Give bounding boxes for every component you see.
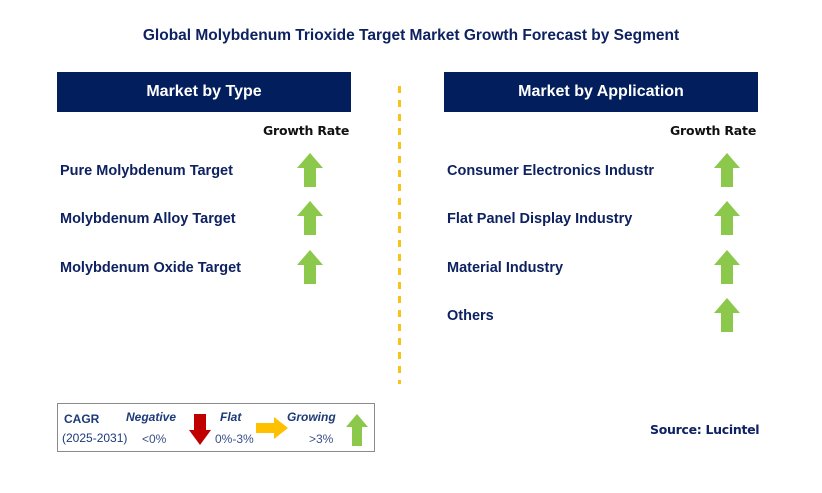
application-row: Consumer Electronics Industr	[447, 153, 747, 189]
up-arrow-icon	[714, 250, 740, 284]
type-row: Molybdenum Alloy Target	[60, 201, 330, 237]
market-by-application-header: Market by Application	[444, 72, 758, 112]
legend-period: (2025-2031)	[62, 431, 128, 445]
application-row: Others	[447, 298, 747, 334]
segment-label: Molybdenum Alloy Target	[60, 211, 236, 227]
up-arrow-icon	[714, 201, 740, 235]
legend-cagr-label: CAGR	[64, 412, 100, 426]
market-by-type-header: Market by Type	[57, 72, 351, 112]
up-arrow-icon	[297, 250, 323, 284]
legend-negative-value: <0%	[142, 432, 167, 446]
legend-growing-value: >3%	[309, 432, 334, 446]
right-arrow-icon	[256, 417, 288, 439]
panel-divider	[398, 86, 401, 384]
legend-growing-label: Growing	[287, 410, 336, 424]
application-row: Material Industry	[447, 250, 747, 286]
segment-label: Others	[447, 308, 494, 324]
chart-title: Global Molybdenum Trioxide Target Market…	[142, 27, 680, 44]
up-arrow-icon	[297, 153, 323, 187]
segment-label: Flat Panel Display Industry	[447, 211, 633, 227]
type-row: Molybdenum Oxide Target	[60, 250, 330, 286]
down-arrow-icon	[189, 414, 211, 445]
segment-label: Consumer Electronics Industr	[447, 163, 655, 179]
legend-flat-value: 0%-3%	[215, 432, 254, 446]
up-arrow-icon	[346, 414, 368, 446]
source-label: Source: Lucintel	[650, 422, 760, 437]
application-row: Flat Panel Display Industry	[447, 201, 747, 237]
segment-label: Molybdenum Oxide Target	[60, 260, 242, 276]
growth-rate-label-type: Growth Rate	[263, 123, 350, 138]
segment-label: Material Industry	[447, 260, 564, 276]
type-row: Pure Molybdenum Target	[60, 153, 330, 189]
up-arrow-icon	[714, 153, 740, 187]
up-arrow-icon	[297, 201, 323, 235]
up-arrow-icon	[714, 298, 740, 332]
segment-label: Pure Molybdenum Target	[60, 163, 233, 179]
growth-rate-label-application: Growth Rate	[670, 123, 757, 138]
cagr-legend: CAGR (2025-2031) Negative <0% Flat 0%-3%…	[57, 403, 375, 452]
legend-flat-label: Flat	[220, 410, 242, 424]
legend-negative-label: Negative	[126, 410, 177, 424]
